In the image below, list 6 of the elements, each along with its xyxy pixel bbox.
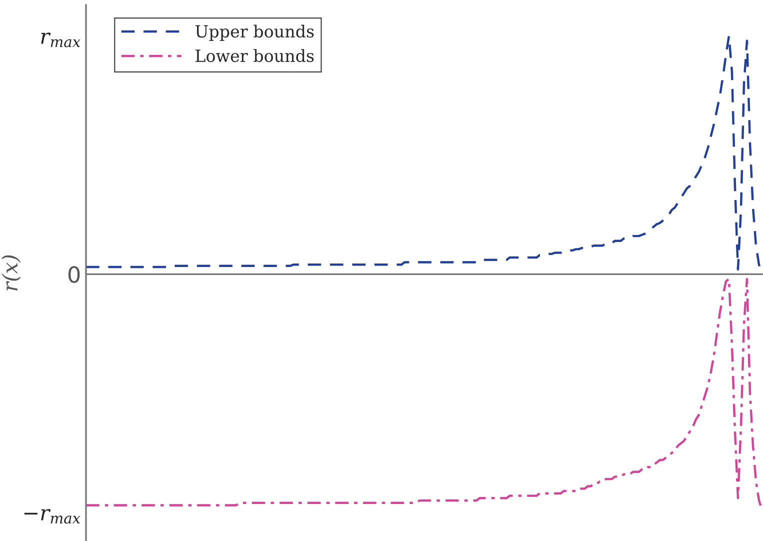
text: −r$_{max}$ — [24, 509, 80, 524]
legend-label: Upper bounds — [195, 24, 314, 41]
text: 0 — [68, 266, 80, 283]
text: r$_{max}$ — [41, 32, 80, 48]
y-axis-title: r(x) — [2, 255, 21, 291]
legend-label: Lower bounds — [196, 49, 314, 62]
